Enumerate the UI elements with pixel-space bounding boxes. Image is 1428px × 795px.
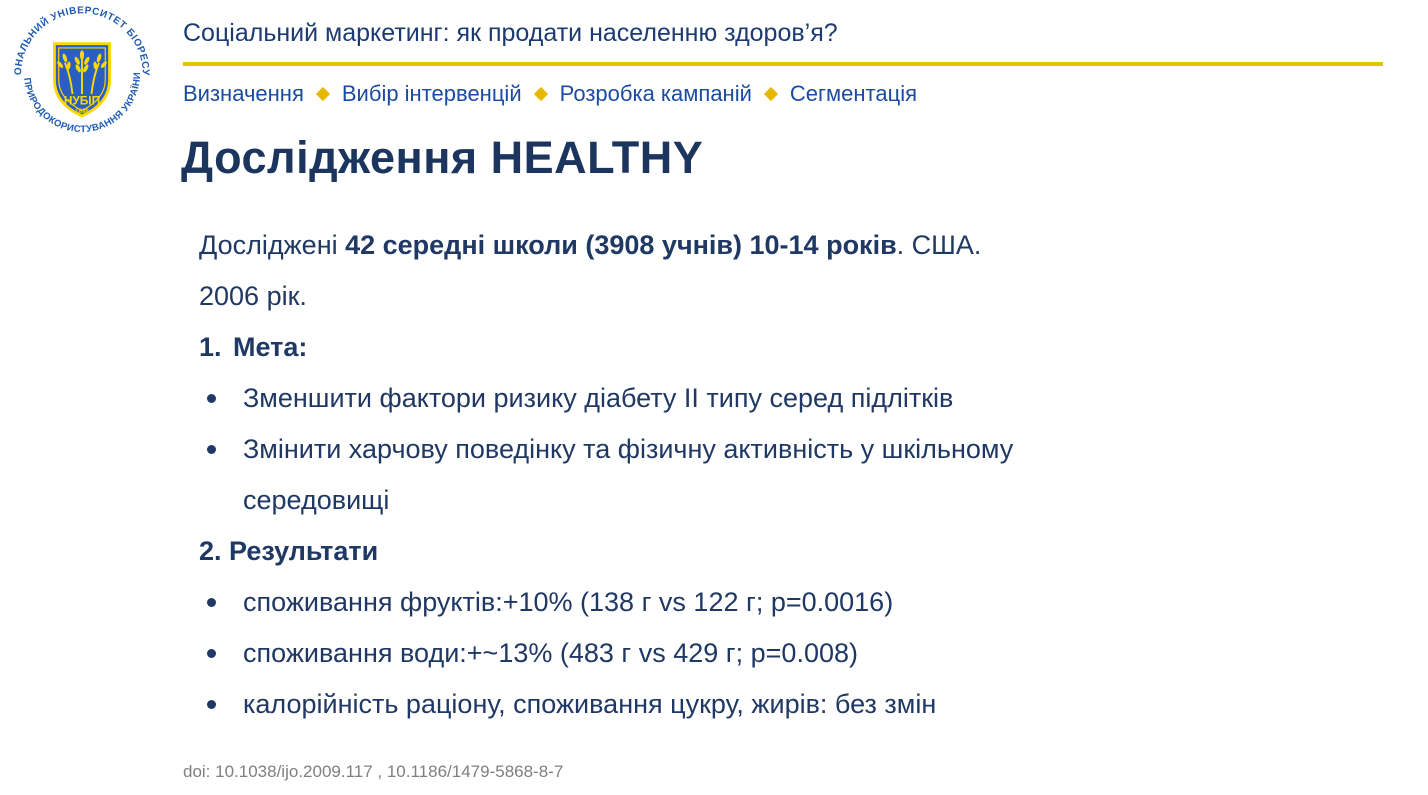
intro-line-2: 2006 рік. [199, 281, 307, 311]
university-emblem-wheat-shield-icon: НАЦІОНАЛЬНИЙ УНІВЕРСИТЕТ БІОРЕСУРСІВ · І… [2, 0, 157, 149]
intro-line-1: Досліджені 42 середні школи (3908 учнів)… [199, 220, 1339, 271]
section-nav: Визначення Вибір інтервенцій Розробка ка… [183, 81, 917, 107]
intro-suffix: . США. [896, 230, 982, 260]
diamond-separator-icon [533, 86, 548, 102]
wheat-grains [57, 50, 107, 73]
gold-divider [183, 62, 1383, 66]
intro-paragraph: Досліджені 42 середні школи (3908 учнів)… [199, 220, 1339, 322]
list-item: калорійність раціону, споживання цукру, … [199, 679, 1144, 730]
goal-bullet-list: Зменшити фактори ризику діабету II типу … [199, 373, 1144, 526]
intro-bold: 42 середні школи (3908 учнів) 10-14 рокі… [345, 230, 897, 260]
section-label: Мета: [233, 332, 308, 362]
section-number: 2. [199, 536, 222, 566]
section-label: Результати [229, 536, 379, 566]
list-item: Зменшити фактори ризику діабету II типу … [199, 373, 1144, 424]
results-bullet-list: споживання фруктів:+10% (138 г vs 122 г;… [199, 577, 1144, 730]
intro-prefix: Досліджені [199, 230, 346, 260]
university-logo: НАЦІОНАЛЬНИЙ УНІВЕРСИТЕТ БІОРЕСУРСІВ · І… [2, 0, 158, 152]
list-item: споживання фруктів:+10% (138 г vs 122 г;… [199, 577, 1144, 628]
doi-reference: doi: 10.1038/ijo.2009.117 , 10.1186/1479… [183, 762, 564, 781]
logo-year: 1898 [75, 108, 89, 115]
section-number: 1. [199, 332, 222, 362]
wheat-icon [64, 58, 100, 95]
nav-item-vyznachennia[interactable]: Визначення [183, 81, 304, 106]
list-item: споживання води:+~13% (483 г vs 429 г; p… [199, 628, 1144, 679]
nav-item-sehmentatsiia[interactable]: Сегментація [789, 81, 918, 106]
diamond-separator-icon [315, 86, 330, 102]
deck-title: Соціальний маркетинг: як продати населен… [183, 19, 838, 47]
section-heading-meta: 1. Мета: [199, 322, 1339, 373]
slide-body: Досліджені 42 середні школи (3908 учнів)… [199, 220, 1339, 730]
list-item: Змінити харчову поведінку та фізичну акт… [199, 424, 1144, 526]
section-heading-results: 2. Результати [199, 526, 1339, 577]
logo-abbr: НУБІП [64, 94, 100, 108]
nav-item-rozrobka-kampanii[interactable]: Розробка кампаній [559, 81, 752, 106]
nav-item-vybir-interventsii[interactable]: Вибір інтервенцій [341, 81, 522, 106]
diamond-separator-icon [763, 86, 778, 102]
page-title: Дослідження HEALTHY [181, 132, 704, 183]
